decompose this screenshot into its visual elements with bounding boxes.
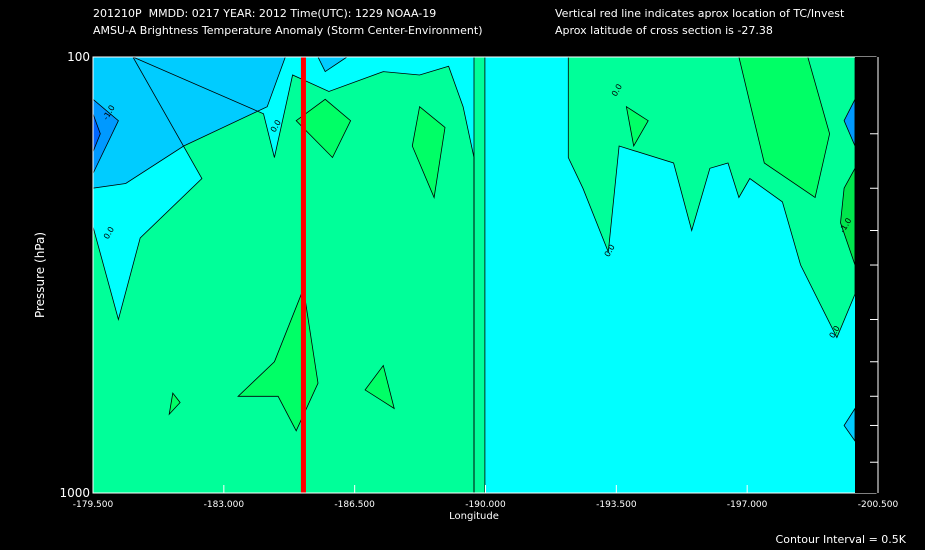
header-satellite-info: 201210P MMDD: 0217 YEAR: 2012 Time(UTC):… xyxy=(93,7,437,20)
contour-line xyxy=(295,98,352,159)
x-tick-layer: -179.500 -183.000 -186.500 -190.000 -193.500… xyxy=(73,485,899,510)
contour-line xyxy=(92,56,475,494)
x-tick-label: -190.000 xyxy=(465,500,506,510)
anomaly-region xyxy=(626,106,649,146)
anomaly-region xyxy=(238,288,318,431)
y-axis-label: Pressure (hPa) xyxy=(33,232,47,318)
contour-interval-note: Contour Interval = 0.5K xyxy=(775,533,906,546)
contour-line xyxy=(510,56,856,339)
anomaly-region xyxy=(93,113,101,152)
x-tick-label: -197.000 xyxy=(727,500,768,510)
x-tick-label: -179.500 xyxy=(73,500,114,510)
anomaly-region xyxy=(93,57,286,189)
anomaly-region xyxy=(412,106,445,198)
y-tick-label: 100 xyxy=(67,50,90,64)
contour-line xyxy=(168,392,181,416)
x-tick-label: -193.500 xyxy=(596,500,637,510)
x-tick-label: -183.000 xyxy=(204,500,245,510)
y-tick-layer: 100 1000 xyxy=(59,50,878,500)
anomaly-region xyxy=(738,57,830,198)
contour-line xyxy=(364,364,395,410)
x-tick-label: -200.500 xyxy=(858,500,899,510)
anomaly-region xyxy=(318,57,347,72)
anomaly-region xyxy=(296,99,351,158)
x-axis-label: Longitude xyxy=(449,511,499,522)
x-tick-label: -186.500 xyxy=(334,500,375,510)
anomaly-region xyxy=(844,99,855,146)
plot-right-margin xyxy=(855,57,878,493)
anomaly-region xyxy=(844,408,855,441)
contour-line xyxy=(411,105,446,199)
y-tick-label: 1000 xyxy=(59,486,90,500)
anomaly-region xyxy=(93,99,119,174)
anomaly-region xyxy=(365,365,395,409)
anomaly-region xyxy=(840,168,855,265)
header-latitude-note: Aprox latitude of cross section is -27.3… xyxy=(555,24,773,37)
axes-layer xyxy=(92,56,879,494)
anomaly-region xyxy=(474,57,485,493)
header-storm-line-note: Vertical red line indicates aprox locati… xyxy=(555,7,845,20)
contour-line xyxy=(625,105,649,148)
chart-title: AMSU-A Brightness Temperature Anomaly (S… xyxy=(93,24,483,37)
